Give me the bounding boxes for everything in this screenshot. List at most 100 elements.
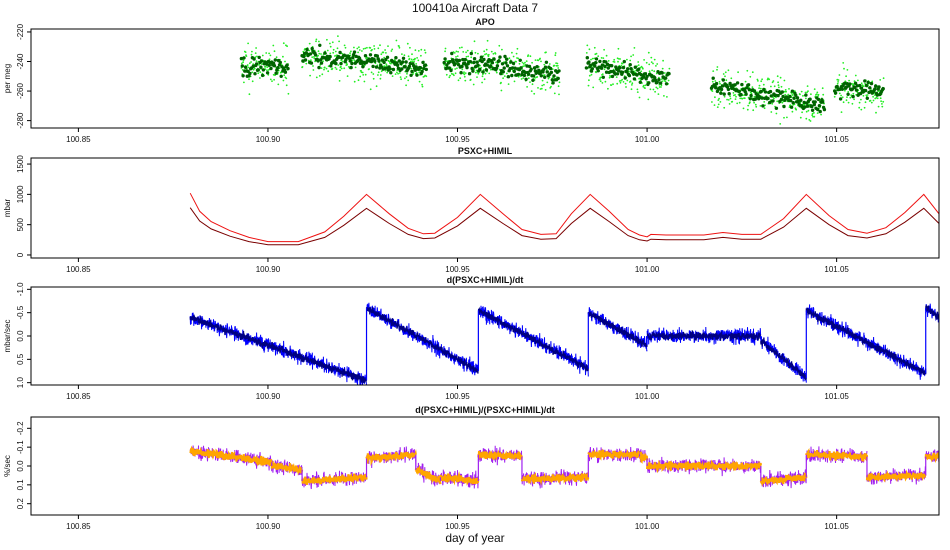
apo-point <box>629 59 632 62</box>
apo-point <box>599 78 601 81</box>
apo-point <box>516 72 521 77</box>
apo-point <box>619 81 622 84</box>
apo-point <box>821 87 824 90</box>
apo-point <box>606 66 610 70</box>
derivative-trace <box>865 469 927 483</box>
apo-point <box>626 79 629 82</box>
apo-point <box>855 84 859 88</box>
apo-point <box>584 66 589 70</box>
apo-point <box>347 66 350 68</box>
apo-point <box>242 61 245 64</box>
apo-point <box>268 58 271 61</box>
apo-point <box>329 64 333 68</box>
x-tick-label: 100.85 <box>66 135 91 144</box>
apo-point <box>656 63 659 65</box>
apo-point <box>869 81 874 86</box>
apo-point <box>329 52 332 55</box>
apo-point <box>768 89 773 94</box>
apo-point <box>723 95 726 98</box>
apo-point <box>856 91 859 94</box>
apo-point <box>746 83 751 87</box>
apo-point <box>361 71 364 74</box>
apo-point <box>660 86 662 88</box>
apo-point <box>325 67 328 70</box>
apo-point <box>808 119 811 121</box>
apo-point <box>616 68 621 73</box>
derivative-trace <box>805 447 869 464</box>
apo-point <box>518 62 521 65</box>
apo-point <box>813 88 816 90</box>
apo-point <box>638 80 642 85</box>
apo-point <box>364 73 367 76</box>
apo-point <box>467 55 470 58</box>
apo-point <box>662 59 664 62</box>
derivative-trace <box>760 337 807 380</box>
apo-point <box>784 89 787 91</box>
apo-point <box>339 65 342 68</box>
apo-point <box>468 60 473 64</box>
apo-point <box>267 63 271 67</box>
apo-point <box>531 61 533 64</box>
apo-point <box>284 60 286 63</box>
apo-point <box>853 81 858 86</box>
apo-point <box>783 79 786 82</box>
apo-point <box>522 73 527 78</box>
apo-point <box>242 56 246 60</box>
apo-point <box>644 87 646 89</box>
derivative-trace <box>759 472 808 487</box>
apo-point <box>489 64 493 68</box>
apo-point <box>585 56 589 60</box>
x-tick-label: 100.90 <box>256 522 281 531</box>
apo-point <box>397 59 401 63</box>
apo-point <box>257 55 261 60</box>
apo-point <box>331 67 334 70</box>
apo-point <box>866 94 869 96</box>
apo-point <box>879 97 882 100</box>
apo-point <box>461 57 465 62</box>
apo-point <box>809 120 812 122</box>
apo-point <box>556 76 560 81</box>
apo-point <box>545 51 547 54</box>
apo-point <box>513 66 517 70</box>
apo-point <box>545 70 549 74</box>
y-axis-label: per meg <box>3 64 12 93</box>
panel-title: PSXC+HIMIL <box>458 146 513 156</box>
apo-point <box>475 69 478 72</box>
apo-point <box>623 76 627 80</box>
apo-point <box>338 50 342 55</box>
apo-point <box>544 60 549 64</box>
apo-point <box>401 56 406 60</box>
apo-point <box>640 70 643 73</box>
apo-point <box>637 61 640 63</box>
apo-point <box>636 88 639 91</box>
apo-point <box>313 56 315 58</box>
apo-point <box>454 68 457 70</box>
apo-point <box>394 56 398 60</box>
apo-point <box>749 101 751 104</box>
apo-point <box>512 55 515 58</box>
apo-point <box>252 57 256 61</box>
apo-point <box>600 63 605 67</box>
apo-point <box>615 76 618 78</box>
apo-point <box>553 92 556 95</box>
apo-point <box>361 65 365 69</box>
apo-point <box>458 47 461 49</box>
apo-point <box>833 95 836 98</box>
apo-point <box>853 85 857 90</box>
apo-point <box>425 75 428 78</box>
apo-point <box>622 81 625 83</box>
apo-point <box>806 85 809 87</box>
apo-point <box>318 40 320 43</box>
derivative-trace <box>646 459 762 474</box>
apo-point <box>864 101 867 104</box>
apo-point <box>555 64 558 67</box>
apo-point <box>621 65 626 70</box>
apo-point <box>644 84 647 87</box>
y-tick-label: 1000 <box>16 185 25 203</box>
apo-point <box>757 80 759 82</box>
apo-point <box>719 101 722 103</box>
apo-point <box>327 65 330 68</box>
apo-point <box>383 65 386 67</box>
apo-point <box>305 47 309 52</box>
apo-point <box>807 90 809 92</box>
